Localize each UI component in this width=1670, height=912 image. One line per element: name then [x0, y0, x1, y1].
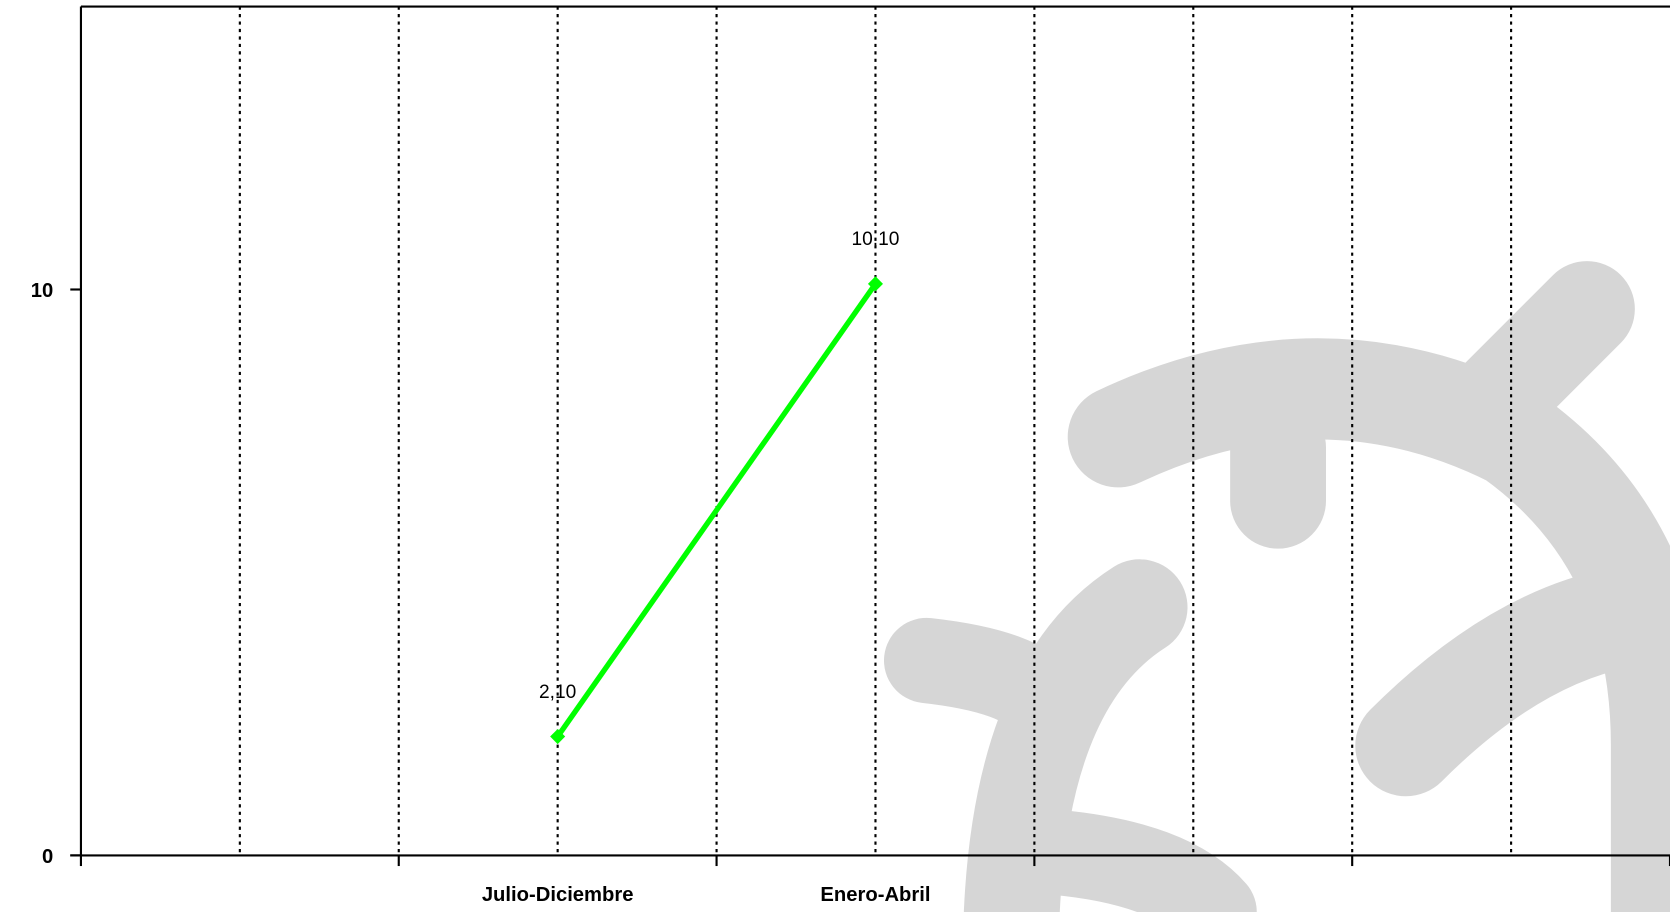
data-label: 2,10 [539, 682, 576, 703]
y-tick-label: 10 [31, 280, 53, 302]
plot: 2,10 10,10 [539, 229, 900, 745]
x-tick-label: Enero-Abril [820, 884, 930, 906]
data-point [550, 729, 566, 745]
watermark [883, 261, 1670, 912]
data-label: 10,10 [852, 229, 900, 250]
y-tick-label: 0 [42, 846, 53, 868]
x-tick-label: Julio-Diciembre [482, 884, 634, 906]
series-line [555, 282, 878, 739]
